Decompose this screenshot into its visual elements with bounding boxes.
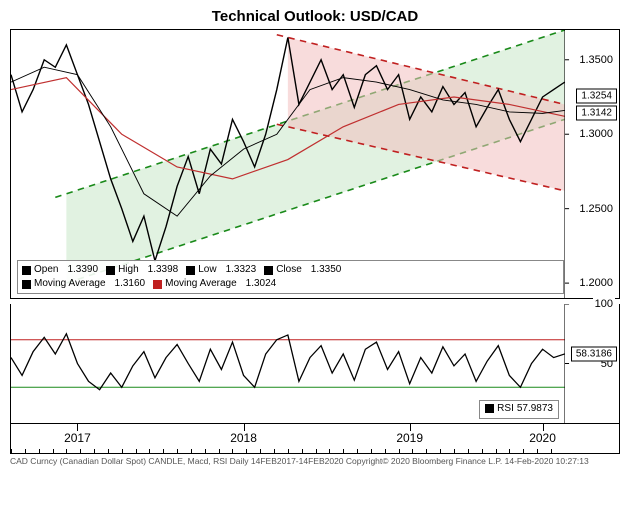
rsi-mark-label: 58.3186 <box>571 346 617 361</box>
minor-tick <box>232 449 233 453</box>
minor-tick <box>440 449 441 453</box>
legend-swatch <box>186 266 195 275</box>
minor-tick <box>329 449 330 453</box>
legend-swatch <box>264 266 273 275</box>
legend-value: 1.3160 <box>115 277 146 291</box>
legend-item: Moving Average 1.3160 <box>22 277 145 291</box>
minor-tick <box>385 449 386 453</box>
price-mark-label: 1.3254 <box>576 89 617 104</box>
year-label: 2018 <box>230 431 257 445</box>
minor-tick <box>551 449 552 453</box>
legend-value: 1.3323 <box>226 263 257 277</box>
minor-tick <box>163 449 164 453</box>
minor-tick <box>288 449 289 453</box>
year-tick <box>543 423 544 431</box>
legend-value: 1.3024 <box>246 277 277 291</box>
minor-tick <box>136 449 137 453</box>
minor-tick <box>219 449 220 453</box>
minor-tick <box>39 449 40 453</box>
price-ytick: 1.2500 <box>577 203 615 215</box>
minor-tick <box>11 449 12 453</box>
price-mark-label: 1.3142 <box>576 106 617 121</box>
rsi-legend-value: 57.9873 <box>517 403 553 414</box>
minor-tick <box>80 449 81 453</box>
legend-swatch <box>106 266 115 275</box>
rsi-legend: RSI 57.9873 <box>479 400 559 419</box>
minor-tick <box>25 449 26 453</box>
minor-tick <box>496 449 497 453</box>
minor-tick <box>412 449 413 453</box>
minor-tick <box>316 449 317 453</box>
timeline-axis: 2017 2018 2019 2020 <box>10 424 620 454</box>
legend-label: Open <box>34 263 58 277</box>
minor-tick <box>246 449 247 453</box>
legend-swatch <box>22 280 31 289</box>
price-ytick: 1.3500 <box>577 54 615 66</box>
rsi-ytick: 100 <box>593 298 615 310</box>
minor-tick <box>399 449 400 453</box>
minor-tick <box>509 449 510 453</box>
legend-item: Moving Average 1.3024 <box>153 277 276 291</box>
minor-tick <box>454 449 455 453</box>
legend-item: Open 1.3390 <box>22 263 98 277</box>
minor-tick <box>468 449 469 453</box>
minor-tick <box>523 449 524 453</box>
minor-tick <box>205 449 206 453</box>
chart-container: 1.2000 1.2500 1.3000 1.3500 1.3254 1.3142 Op… <box>10 29 620 454</box>
minor-tick <box>482 449 483 453</box>
year-tick <box>410 423 411 431</box>
rsi-chart: 50100 58.3186 RSI 57.9873 <box>10 304 620 424</box>
minor-tick <box>426 449 427 453</box>
minor-tick <box>122 449 123 453</box>
legend-swatch <box>153 280 162 289</box>
rsi-legend-swatch <box>485 404 494 413</box>
price-ytick: 1.3000 <box>577 128 615 140</box>
legend-swatch <box>22 266 31 275</box>
price-svg <box>11 30 619 298</box>
year-tick <box>77 423 78 431</box>
minor-tick <box>343 449 344 453</box>
minor-tick <box>177 449 178 453</box>
legend-label: Moving Average <box>165 277 237 291</box>
rsi-legend-label: RSI <box>497 403 514 414</box>
legend-value: 1.3398 <box>148 263 179 277</box>
legend-label: Low <box>198 263 216 277</box>
year-label: 2019 <box>396 431 423 445</box>
minor-tick <box>371 449 372 453</box>
year-label: 2017 <box>64 431 91 445</box>
minor-tick <box>302 449 303 453</box>
legend-label: Moving Average <box>34 277 106 291</box>
minor-tick <box>53 449 54 453</box>
minor-tick <box>149 449 150 453</box>
legend-label: Close <box>276 263 302 277</box>
legend-label: High <box>118 263 139 277</box>
minor-tick <box>260 449 261 453</box>
legend-item: Close 1.3350 <box>264 263 341 277</box>
minor-tick <box>94 449 95 453</box>
minor-tick <box>357 449 358 453</box>
year-tick <box>244 423 245 431</box>
price-ytick: 1.2000 <box>577 277 615 289</box>
legend-value: 1.3350 <box>311 263 342 277</box>
legend-item: High 1.3398 <box>106 263 178 277</box>
year-label: 2020 <box>529 431 556 445</box>
price-legend: Open 1.3390 High 1.3398 Low 1.3323 Close 1.3350… <box>17 260 564 294</box>
legend-item: Low 1.3323 <box>186 263 256 277</box>
minor-tick <box>537 449 538 453</box>
legend-value: 1.3390 <box>67 263 98 277</box>
minor-tick <box>274 449 275 453</box>
chart-title: Technical Outlook: USD/CAD <box>0 0 630 29</box>
minor-tick <box>66 449 67 453</box>
minor-tick <box>191 449 192 453</box>
minor-tick <box>108 449 109 453</box>
footer-text: CAD Curncy (Canadian Dollar Spot) CANDLE… <box>0 454 630 466</box>
price-chart: 1.2000 1.2500 1.3000 1.3500 1.3254 1.3142 Op… <box>10 29 620 299</box>
